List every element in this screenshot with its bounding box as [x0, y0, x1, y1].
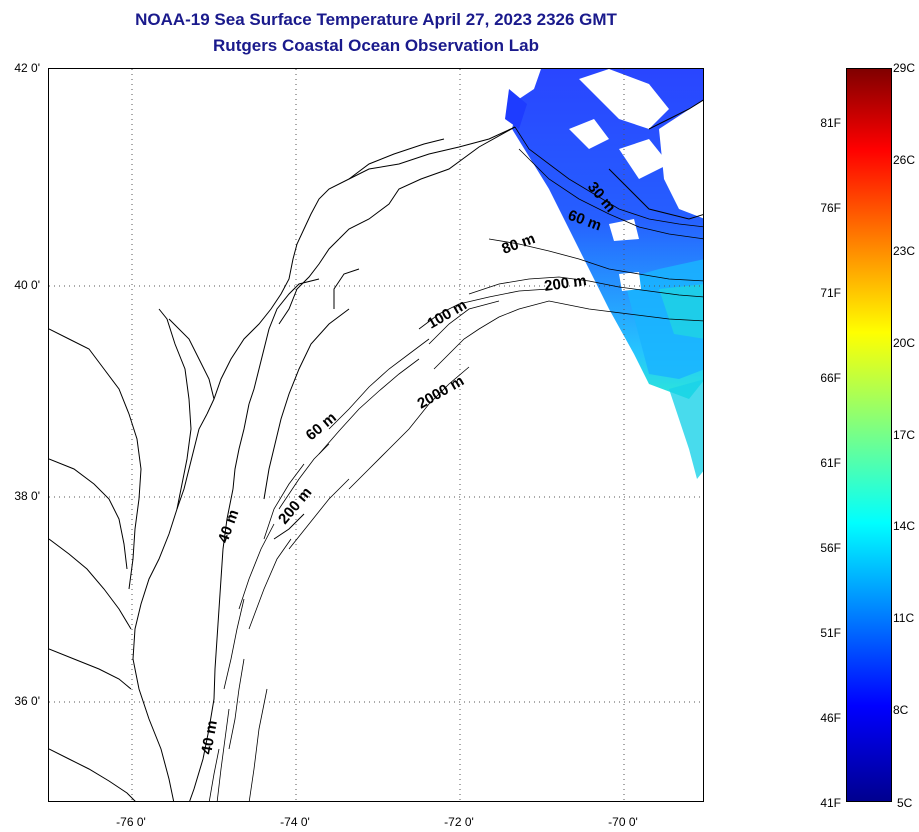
colorbar-label-61F: 61F	[820, 456, 841, 470]
colorbar-label-11C: 11C	[893, 611, 915, 625]
colorbar-label-51F: 51F	[820, 626, 841, 640]
sst-map: 30 m 60 m 80 m 200 m 100 m 2000 m 60 m 2…	[48, 68, 704, 802]
colorbar-label-26C: 26C	[893, 153, 916, 167]
bathymetry-contours	[208, 126, 703, 801]
colorbar-label-46F: 46F	[820, 711, 841, 725]
contour-label-60m-south: 60 m	[303, 409, 340, 444]
colorbar-label-14C: 14C	[893, 519, 916, 533]
sst-swath	[505, 69, 703, 479]
colorbar-label-29C: 29C	[893, 61, 916, 75]
lon-label-72: -72 0'	[444, 815, 474, 829]
lat-label-42: 42 0'	[14, 61, 40, 75]
colorbar-label-8C: 8C	[893, 703, 909, 717]
map-title: NOAA-19 Sea Surface Temperature April 27…	[135, 10, 617, 29]
lat-label-38: 38 0'	[14, 489, 40, 503]
colorbar-label-81F: 81F	[820, 116, 841, 130]
contour-label-40m-south: 40 m	[198, 719, 221, 756]
lon-label-74: -74 0'	[280, 815, 310, 829]
sst-colorbar	[846, 68, 892, 802]
contour-label-80m: 80 m	[500, 230, 538, 258]
colorbar-label-41F: 41F	[820, 796, 841, 810]
colorbar-label-23C: 23C	[893, 244, 916, 258]
contour-label-100m: 100 m	[425, 296, 470, 332]
lon-label-70: -70 0'	[608, 815, 638, 829]
colorbar-label-66F: 66F	[820, 371, 841, 385]
coastline	[49, 99, 703, 801]
contour-labels: 30 m 60 m 80 m 200 m 100 m 2000 m 60 m 2…	[198, 179, 619, 756]
colorbar-label-76F: 76F	[820, 201, 841, 215]
colorbar-label-17C: 17C	[893, 428, 916, 442]
lon-label-76: -76 0'	[116, 815, 146, 829]
colorbar-label-71F: 71F	[820, 286, 841, 300]
map-canvas: 30 m 60 m 80 m 200 m 100 m 2000 m 60 m 2…	[49, 69, 703, 801]
lat-label-40: 40 0'	[14, 278, 40, 292]
contour-label-2000m: 2000 m	[415, 372, 468, 412]
contour-label-40m-north: 40 m	[215, 507, 243, 545]
map-subtitle: Rutgers Coastal Ocean Observation Lab	[213, 36, 539, 55]
colorbar-label-56F: 56F	[820, 541, 841, 555]
lat-label-36: 36 0'	[14, 694, 40, 708]
contour-label-200m-north: 200 m	[543, 272, 587, 295]
colorbar-label-20C: 20C	[893, 336, 916, 350]
colorbar-label-5C: 5C	[897, 796, 913, 810]
